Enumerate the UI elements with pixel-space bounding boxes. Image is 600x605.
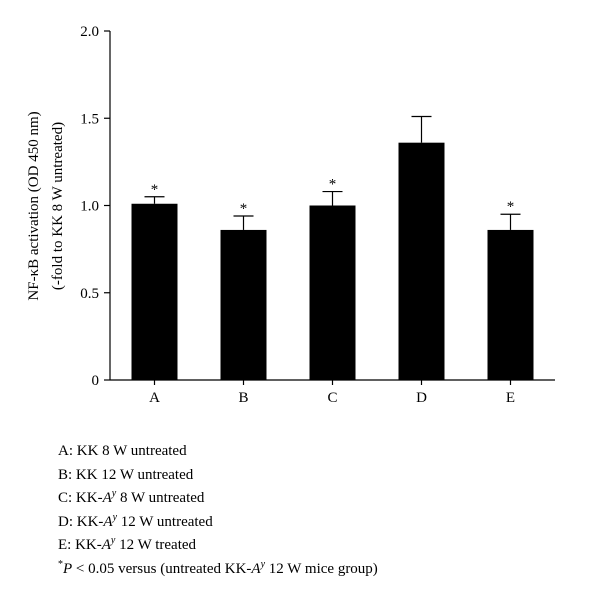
bar-c bbox=[309, 205, 356, 380]
allele-symbol: Ay bbox=[102, 488, 117, 507]
p-symbol: P bbox=[63, 560, 73, 577]
bar-e bbox=[487, 229, 534, 380]
legend-item-a-text: A: KK 8 W untreated bbox=[58, 443, 187, 459]
legend-item-e-suffix: 12 W treated bbox=[115, 537, 197, 554]
bar-a bbox=[131, 203, 178, 380]
significance-star: * bbox=[58, 558, 63, 570]
x-tick-label-b: B bbox=[238, 390, 248, 406]
y-tick-label: 0 bbox=[92, 373, 100, 389]
legend-item-c: C: KK-Ay 8 W untreated bbox=[58, 487, 378, 511]
allele-symbol: Ay bbox=[251, 558, 266, 577]
legend-item-e-prefix: E: KK- bbox=[58, 537, 102, 554]
legend-item-d-prefix: D: KK- bbox=[58, 513, 104, 530]
significance-note-end: 12 W mice group) bbox=[265, 560, 378, 577]
x-tick-label-d: D bbox=[416, 390, 427, 406]
y-axis-title-line2: (-fold to KK 8 W untreated) bbox=[50, 122, 66, 290]
legend-item-d-suffix: 12 W untreated bbox=[117, 513, 213, 530]
significance-mark-e: * bbox=[507, 199, 515, 215]
significance-mark-c: * bbox=[329, 177, 337, 193]
legend-item-a: A: KK 8 W untreated bbox=[58, 440, 378, 464]
bar-d bbox=[398, 142, 445, 380]
significance-note: *P < 0.05 versus (untreated KK-Ay 12 W m… bbox=[58, 558, 378, 582]
legend: A: KK 8 W untreated B: KK 12 W untreated… bbox=[58, 440, 378, 582]
legend-item-c-prefix: C: KK- bbox=[58, 490, 103, 507]
y-tick-label: 2.0 bbox=[80, 24, 99, 40]
significance-mark-a: * bbox=[151, 182, 159, 198]
y-axis-title-line1: NF-κB activation (OD 450 nm) bbox=[26, 111, 42, 300]
legend-item-b-text: B: KK 12 W untreated bbox=[58, 466, 194, 483]
allele-symbol: Ay bbox=[101, 535, 116, 554]
legend-item-b: B: KK 12 W untreated bbox=[58, 464, 378, 488]
significance-mark-b: * bbox=[240, 201, 248, 217]
legend-item-e: E: KK-Ay 12 W treated bbox=[58, 534, 378, 558]
y-tick-label: 0.5 bbox=[80, 286, 99, 302]
x-tick-label-e: E bbox=[506, 390, 515, 406]
y-tick-label: 1.5 bbox=[80, 111, 99, 127]
y-axis-title: NF-κB activation (OD 450 nm) (-fold to K… bbox=[26, 111, 66, 300]
significance-note-mid: < 0.05 versus (untreated KK- bbox=[72, 560, 252, 577]
x-tick-label-a: A bbox=[149, 390, 160, 406]
legend-item-c-suffix: 8 W untreated bbox=[116, 490, 205, 507]
y-tick-label: 1.0 bbox=[80, 199, 99, 215]
allele-symbol: Ay bbox=[103, 511, 118, 530]
legend-item-d: D: KK-Ay 12 W untreated bbox=[58, 511, 378, 535]
bar-b bbox=[220, 229, 267, 380]
bar-chart: NF-κB activation (OD 450 nm) (-fold to K… bbox=[26, 24, 555, 406]
x-tick-label-c: C bbox=[327, 390, 337, 406]
